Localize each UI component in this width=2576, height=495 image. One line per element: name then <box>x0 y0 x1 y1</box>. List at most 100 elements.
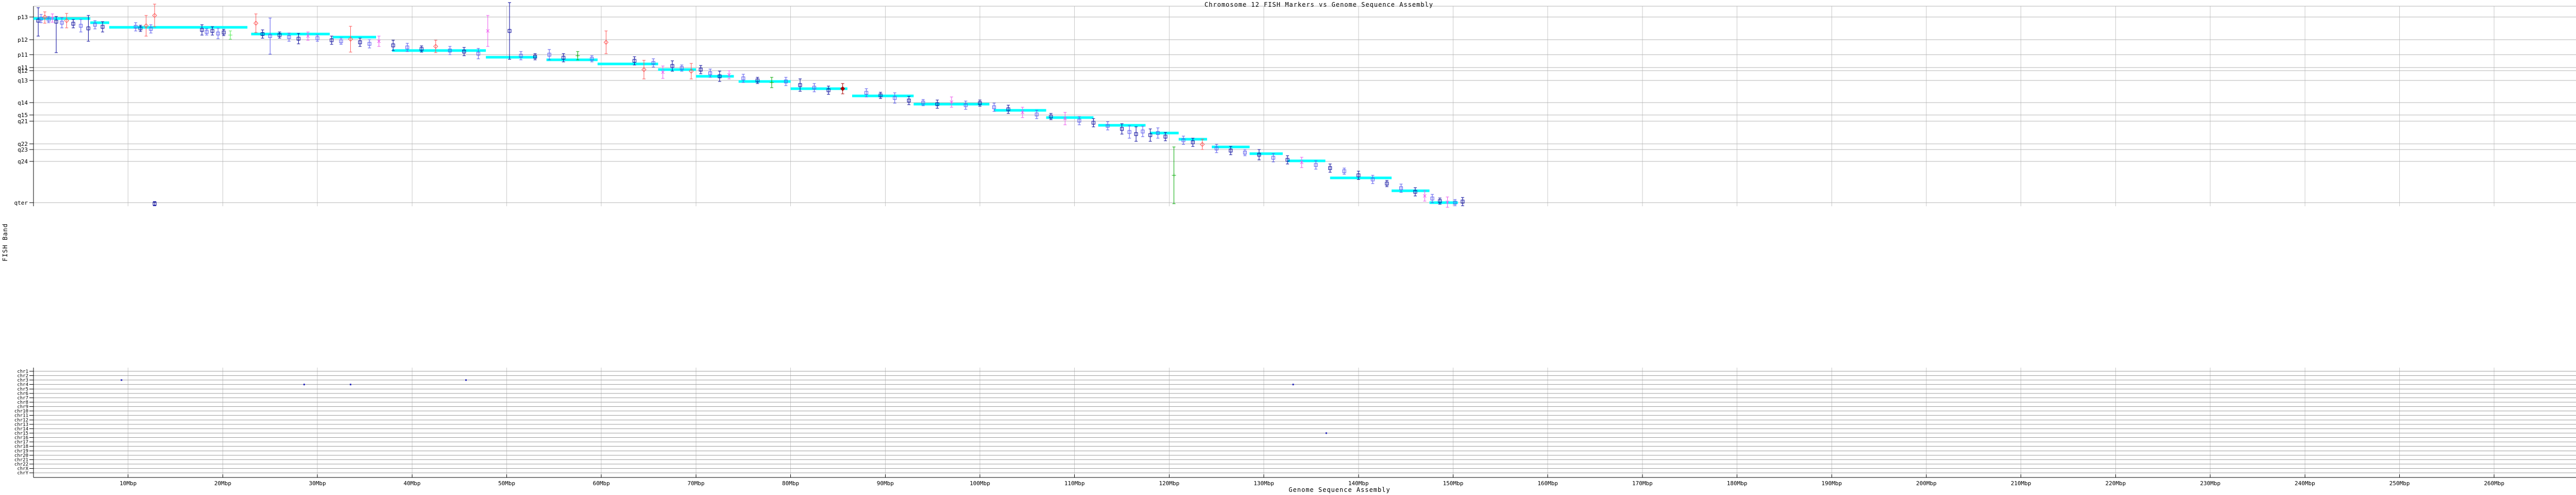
fish-marker <box>718 71 722 82</box>
fish-marker <box>46 16 50 23</box>
fish-marker <box>1077 116 1081 125</box>
x-tick-label: 200Mbp <box>1916 480 1937 487</box>
fish-markers <box>36 2 1465 208</box>
fish-marker <box>547 49 551 60</box>
fish-marker <box>1141 126 1145 137</box>
fish-marker <box>419 45 423 53</box>
x-tick-label: 90Mbp <box>877 480 894 487</box>
fish-marker <box>433 40 438 53</box>
fish-marker <box>348 26 353 53</box>
x-tick-label: 80Mbp <box>782 480 799 487</box>
fish-marker <box>149 24 153 34</box>
fish-marker <box>1035 110 1039 119</box>
fish-marker <box>1127 125 1131 139</box>
fish-marker <box>377 36 381 47</box>
fish-marker <box>1385 180 1389 187</box>
fish-marker <box>1181 136 1185 145</box>
chr-label: chr15 <box>14 431 28 436</box>
chr-label: chr12 <box>14 418 28 423</box>
fish-marker <box>42 11 47 24</box>
fish-marker <box>921 99 925 106</box>
fish-marker <box>935 100 939 109</box>
band-label: p11 <box>18 52 28 58</box>
fish-marker <box>708 69 712 78</box>
x-tick-label: 130Mbp <box>1253 480 1274 487</box>
fish-marker <box>1049 113 1053 120</box>
chr-label: chr17 <box>14 440 28 445</box>
chr-label: chrY <box>17 471 28 476</box>
fish-marker <box>562 53 566 62</box>
fish-marker <box>741 74 745 83</box>
fish-marker <box>152 201 157 206</box>
x-tick-label: 150Mbp <box>1443 480 1464 487</box>
fish-marker <box>476 48 480 59</box>
fish-marker <box>1134 126 1138 142</box>
fish-marker <box>826 86 831 95</box>
fish-marker <box>1243 149 1247 156</box>
fish-marker <box>306 31 310 41</box>
fish-marker <box>1021 107 1025 118</box>
chr-label: chr6 <box>17 391 28 397</box>
fish-marker <box>1120 123 1124 135</box>
x-tick-label: 190Mbp <box>1821 480 1842 487</box>
fish-marker <box>519 51 523 60</box>
y-axis-title: FISH Band <box>2 223 9 261</box>
fish-marker <box>253 13 259 33</box>
chr-hit-point <box>465 379 467 381</box>
x-tick-label: 160Mbp <box>1537 480 1558 487</box>
fish-marker <box>1453 199 1457 206</box>
fish-marker <box>448 46 452 55</box>
x-tick-label: 60Mbp <box>593 480 610 487</box>
x-tick-label: 40Mbp <box>403 480 420 487</box>
chr-label: chr21 <box>14 457 28 463</box>
chr-label: chr1 <box>17 369 28 374</box>
fish-marker <box>1163 132 1167 141</box>
fish-marker <box>1091 118 1095 127</box>
chr-label: chr22 <box>14 462 28 467</box>
fish-marker <box>641 60 647 79</box>
fish-marker <box>87 15 90 42</box>
fish-marker <box>1063 112 1067 125</box>
fish-marker <box>1272 153 1275 162</box>
band-label: p12 <box>18 37 28 43</box>
fish-marker <box>1430 194 1434 203</box>
fish-marker <box>1285 155 1290 164</box>
chr-label: chrX <box>17 467 28 472</box>
fish-marker <box>222 29 226 36</box>
fish-marker <box>507 2 512 60</box>
band-label: q14 <box>18 100 28 106</box>
fish-marker <box>1423 190 1427 202</box>
fish-marker <box>1191 138 1195 147</box>
chr-label: chr8 <box>17 400 28 405</box>
chr-label: chr10 <box>14 409 28 414</box>
band-label: p13 <box>18 14 28 21</box>
fish-marker <box>575 51 580 60</box>
fish-marker <box>79 19 83 32</box>
fish-marker <box>1257 149 1261 160</box>
fish-marker <box>216 28 220 39</box>
chr-label: chr4 <box>17 383 28 388</box>
fish-marker <box>228 30 233 40</box>
fish-marker <box>533 53 537 60</box>
fish-marker <box>60 17 64 28</box>
x-tick-label: 180Mbp <box>1727 480 1748 487</box>
fish-marker <box>1357 171 1361 180</box>
fish-marker <box>590 55 594 62</box>
x-tick-label: 110Mbp <box>1064 480 1085 487</box>
band-label: q13 <box>18 77 28 84</box>
fish-marker <box>963 101 968 110</box>
x-axis-title: Genome Sequence Assembly <box>1289 486 1391 493</box>
band-label: q24 <box>18 158 28 165</box>
fish-marker <box>330 36 334 45</box>
fish-marker <box>36 7 40 37</box>
fish-marker <box>1199 139 1205 150</box>
fish-marker <box>71 19 75 28</box>
band-label: qter <box>14 200 28 206</box>
fish-marker <box>1461 197 1465 206</box>
fish-marker <box>486 15 490 47</box>
fish-marker <box>205 28 209 36</box>
fish-marker <box>278 31 282 39</box>
x-tick-label: 120Mbp <box>1159 480 1180 487</box>
